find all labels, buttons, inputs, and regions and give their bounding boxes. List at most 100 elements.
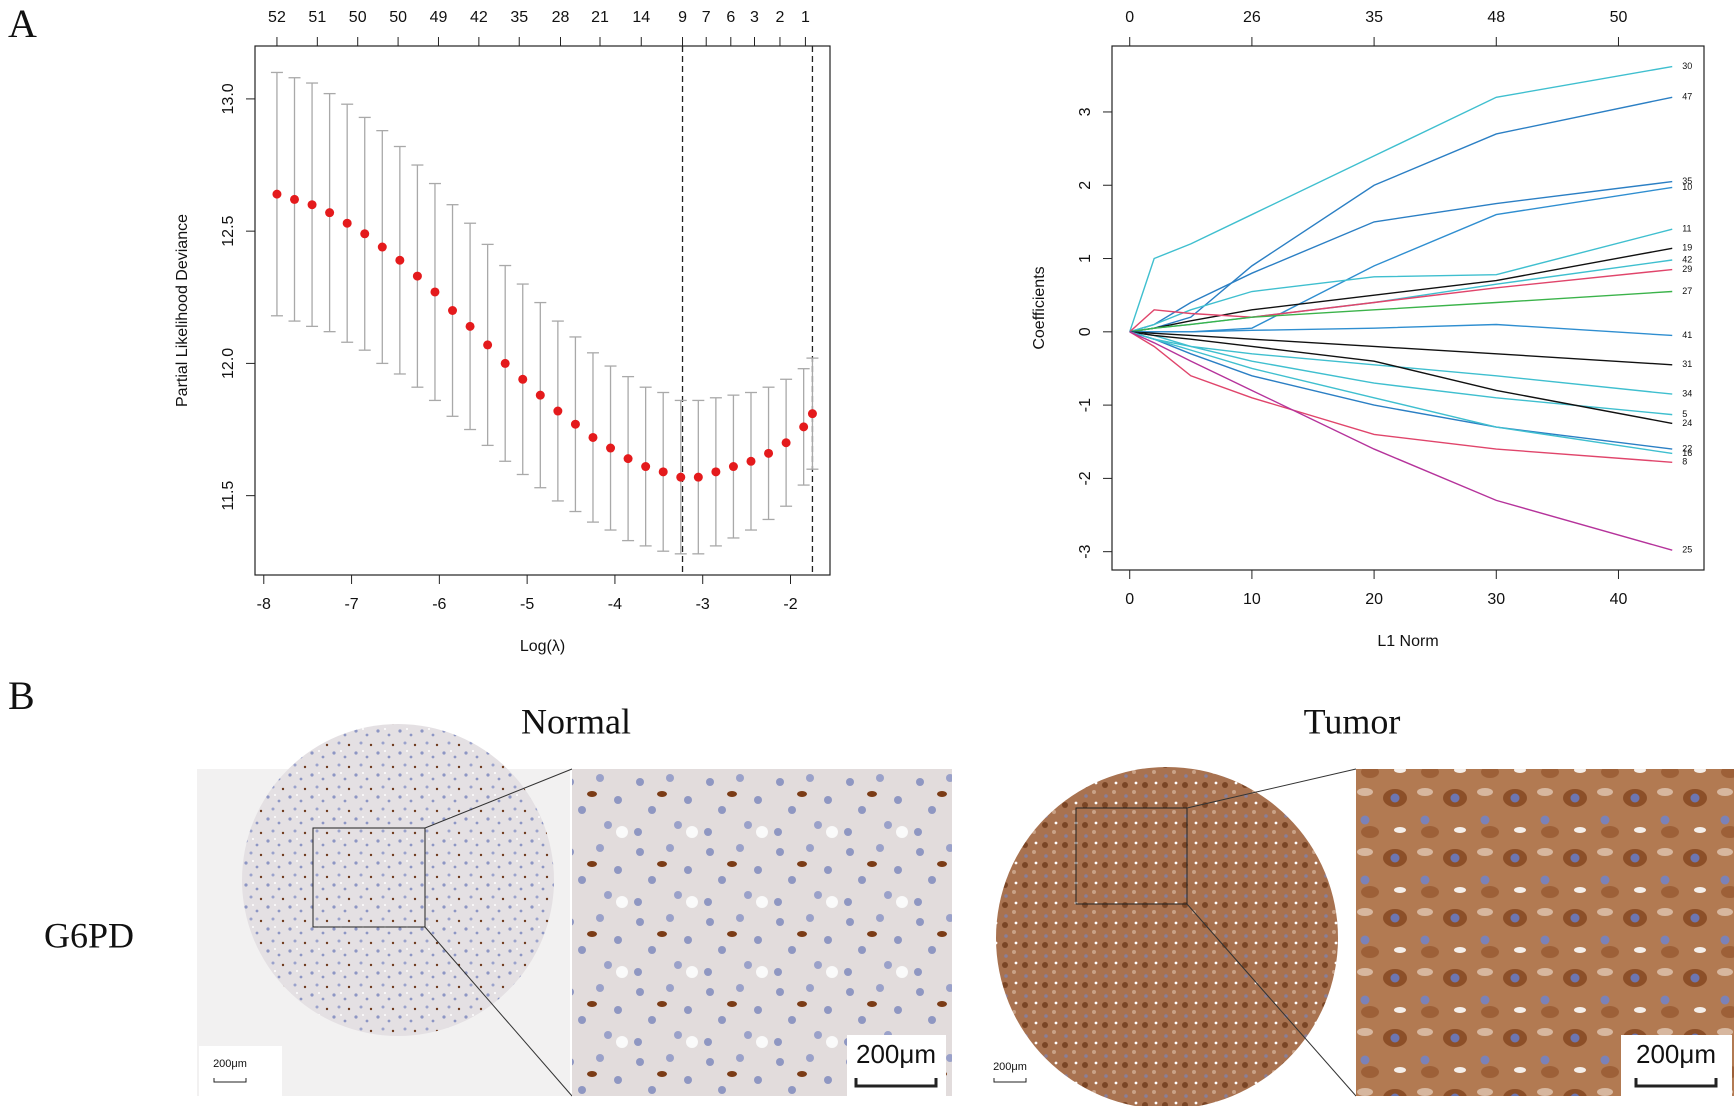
point [395, 255, 405, 265]
inset-box [312, 827, 426, 928]
plot-frame [1111, 45, 1705, 571]
series-label: 16 [1682, 448, 1692, 458]
x-tick-label: -8 [257, 596, 271, 613]
y-tick-label: -2 [1077, 471, 1094, 485]
top-tick-label: 42 [470, 9, 488, 26]
x-axis-label: Log(λ) [520, 638, 565, 655]
series-label: 8 [1682, 457, 1687, 467]
inset-box [1075, 807, 1188, 905]
tissue-core [242, 724, 554, 1036]
point [448, 306, 458, 315]
top-tick-label: 26 [1243, 9, 1261, 26]
top-tick-label: 9 [678, 9, 687, 26]
scale-label: 200μm [856, 1039, 936, 1069]
top-tick-label: 14 [632, 9, 650, 26]
row-label: G6PD [44, 915, 134, 955]
y-tick-label: 1 [1077, 254, 1094, 263]
point [623, 454, 633, 464]
zoom-line [1186, 768, 1357, 809]
scale-label: 200μm [1636, 1039, 1716, 1069]
panel-label: B [8, 673, 35, 718]
top-tick-label: 52 [268, 9, 286, 26]
x-tick-label: 40 [1610, 591, 1628, 608]
coef-path [1129, 65, 1673, 333]
y-tick-label: 11.5 [220, 481, 237, 511]
point [535, 390, 545, 400]
point [412, 271, 422, 281]
series-label: 22 [1682, 443, 1692, 453]
scale-bar [854, 1078, 938, 1088]
point [693, 472, 703, 482]
top-tick-label: 35 [1365, 9, 1383, 26]
coef-path [1129, 323, 1673, 337]
point [746, 456, 756, 466]
top-tick-label: 35 [510, 9, 528, 26]
top-tick-label: 2 [776, 9, 785, 26]
point [711, 467, 721, 477]
top-tick-label: 49 [430, 9, 448, 26]
y-tick-label: 3 [1077, 107, 1094, 116]
plot-frame [254, 45, 831, 576]
point [588, 432, 598, 442]
point [483, 340, 493, 350]
scale-label: 200μm [213, 1058, 247, 1070]
coef-path [1129, 331, 1673, 455]
point [430, 287, 440, 297]
y-tick-label: 13.0 [220, 83, 237, 114]
scale-bar [213, 1078, 247, 1083]
series-label: 10 [1682, 182, 1692, 192]
top-tick-label: 0 [1125, 9, 1134, 26]
top-tick-label: 21 [591, 9, 609, 26]
point [325, 208, 335, 218]
y-axis-label: Coefficients [1031, 266, 1048, 349]
y-tick-label: 0 [1077, 327, 1094, 336]
point [272, 189, 282, 199]
scale-bar [1634, 1078, 1718, 1088]
y-axis-label: Partial Likelihood Deviance [174, 214, 191, 407]
group-title: Normal [521, 701, 631, 741]
x-tick-label: -4 [608, 596, 622, 613]
point [553, 406, 563, 416]
top-tick-label: 50 [1610, 9, 1628, 26]
coef-path [1129, 228, 1673, 333]
zoom-line [1186, 903, 1357, 1097]
point [764, 448, 774, 458]
series-label: 30 [1682, 61, 1692, 71]
top-tick-label: 1 [801, 9, 810, 26]
series-label: 5 [1682, 409, 1687, 419]
zoom-line [424, 768, 573, 829]
x-tick-label: 0 [1125, 591, 1134, 608]
series-label: 42 [1682, 254, 1692, 264]
coef-path [1129, 331, 1673, 416]
point [307, 200, 317, 210]
x-tick-label: -2 [783, 596, 797, 613]
point [781, 438, 791, 448]
point [570, 419, 580, 429]
point [500, 358, 510, 368]
series-label: 25 [1682, 545, 1692, 555]
point [799, 422, 809, 432]
series-label: 29 [1682, 264, 1692, 274]
top-tick-label: 48 [1487, 9, 1505, 26]
point [807, 409, 817, 419]
point [728, 462, 738, 472]
x-tick-label: 30 [1487, 591, 1505, 608]
x-tick-label: -3 [696, 596, 710, 613]
y-tick-label: 2 [1077, 181, 1094, 190]
top-tick-label: 28 [552, 9, 570, 26]
series-label: 31 [1682, 359, 1692, 369]
point [641, 462, 651, 472]
top-tick-label: 6 [726, 9, 735, 26]
coef-path [1129, 290, 1673, 333]
y-tick-label: -3 [1077, 544, 1094, 558]
series-label: 19 [1682, 243, 1692, 253]
point [606, 443, 616, 453]
coef-path [1129, 247, 1673, 333]
y-tick-label: 12.5 [220, 215, 237, 246]
series-label: 47 [1682, 92, 1692, 102]
point [290, 194, 300, 204]
coef-path [1129, 180, 1673, 333]
top-tick-label: 7 [702, 9, 711, 26]
